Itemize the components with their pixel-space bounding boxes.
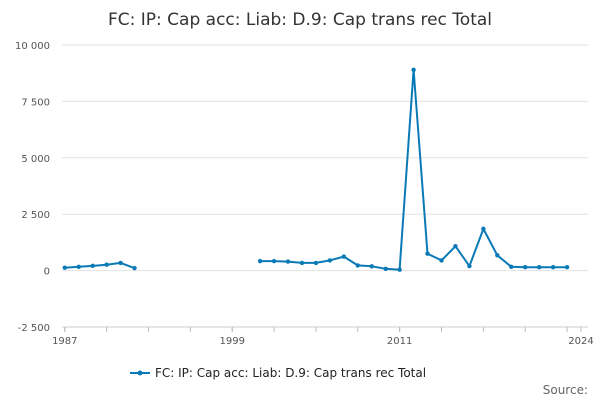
legend-label: FC: IP: Cap acc: Liab: D.9: Cap trans re… [155,366,426,380]
series-line [260,68,568,271]
data-point[interactable] [341,254,347,259]
data-point[interactable] [299,260,305,266]
data-point[interactable] [132,265,137,271]
data-point[interactable] [257,258,263,264]
data-point[interactable] [550,265,556,270]
source-label: Source: [543,383,588,397]
data-point[interactable] [523,265,528,270]
data-point[interactable] [564,265,570,270]
data-point[interactable] [369,264,374,269]
y-tick-label: 10 000 [15,41,50,52]
y-tick-label: 2 500 [21,210,50,221]
data-point[interactable] [397,267,402,272]
data-point[interactable] [536,265,542,270]
data-point[interactable] [313,260,319,266]
legend-item[interactable]: FC: IP: Cap acc: Liab: D.9: Cap trans re… [130,366,426,380]
data-point[interactable] [76,264,81,269]
series-line [64,261,135,270]
legend[interactable]: FC: IP: Cap acc: Liab: D.9: Cap trans re… [130,366,426,380]
data-point[interactable] [453,244,458,249]
data-point[interactable] [411,67,416,73]
y-axis: -2 500 0 2 500 5 000 7 500 10 000 [15,41,50,334]
legend-marker [137,370,143,376]
grid [62,44,588,328]
x-tick-label: 2011 [387,336,412,347]
series-group [62,67,570,272]
x-tick-label: 1999 [219,336,244,347]
data-point[interactable] [271,258,277,264]
x-axis: 1987 1999 2011 2024 [52,326,594,347]
data-point[interactable] [355,263,360,268]
y-tick-label: 0 [44,267,50,278]
y-tick-label: 5 000 [21,154,50,165]
data-point[interactable] [481,226,486,232]
data-point[interactable] [439,258,444,263]
x-tick-label: 1987 [52,336,77,347]
data-point[interactable] [118,260,123,266]
y-tick-label: -2 500 [18,323,50,334]
data-point[interactable] [383,266,388,271]
y-tick-label: 7 500 [21,97,50,108]
data-point[interactable] [425,251,430,256]
data-point[interactable] [90,263,95,269]
data-point[interactable] [467,263,472,269]
data-point[interactable] [495,253,500,258]
data-point[interactable] [62,265,67,270]
x-tick-label: 2024 [568,336,593,347]
data-point[interactable] [285,259,291,264]
data-point[interactable] [327,258,333,263]
chart-title: FC: IP: Cap acc: Liab: D.9: Cap trans re… [108,10,492,30]
data-point[interactable] [509,264,514,269]
data-point[interactable] [104,262,109,267]
